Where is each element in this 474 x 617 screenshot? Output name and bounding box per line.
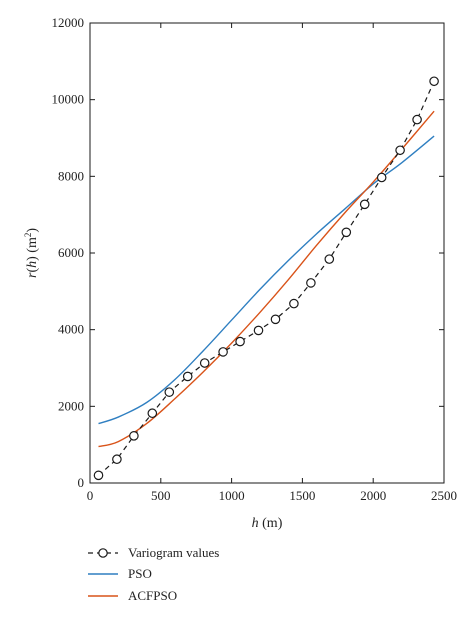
variogram-point bbox=[341, 227, 352, 238]
y-tick-label: 4000 bbox=[58, 322, 84, 337]
variogram-point bbox=[112, 454, 122, 465]
x-tick-label: 0 bbox=[87, 488, 94, 503]
legend-label-pso: PSO bbox=[128, 566, 152, 581]
variogram-point bbox=[412, 114, 422, 125]
y-tick-label: 10000 bbox=[52, 92, 85, 107]
variogram-point bbox=[199, 358, 210, 368]
plot-area bbox=[89, 22, 445, 484]
legend-label-acfpso: ACFPSO bbox=[128, 588, 177, 603]
legend: Variogram values PSO ACFPSO bbox=[88, 545, 219, 603]
x-tick-label: 2500 bbox=[431, 488, 457, 503]
variogram-point bbox=[289, 298, 299, 309]
series-line-pso bbox=[98, 135, 435, 425]
variogram-point bbox=[253, 325, 264, 336]
legend-item-variogram: Variogram values bbox=[88, 545, 219, 560]
series-layer bbox=[93, 76, 439, 481]
y-tick-label: 0 bbox=[78, 475, 85, 490]
x-tick-label: 1000 bbox=[219, 488, 245, 503]
variogram-point bbox=[359, 199, 370, 210]
y-tick-label: 2000 bbox=[58, 398, 84, 413]
variogram-point bbox=[164, 387, 175, 397]
y-tick-label: 6000 bbox=[58, 245, 84, 260]
series-line-variogram bbox=[98, 81, 435, 476]
variogram-point bbox=[93, 470, 104, 481]
legend-item-acfpso: ACFPSO bbox=[88, 588, 177, 603]
variogram-point bbox=[306, 278, 316, 288]
legend-item-pso: PSO bbox=[88, 566, 152, 581]
series-line-acfpso bbox=[98, 110, 435, 448]
variogram-point bbox=[376, 172, 387, 183]
variogram-point bbox=[324, 254, 335, 264]
x-axis-label: h (m) bbox=[252, 516, 283, 531]
x-axis: 0 500 1000 1500 2000 2500 bbox=[87, 23, 457, 503]
y-axis-label: r(h) (m2) bbox=[23, 228, 40, 278]
variogram-point bbox=[235, 336, 245, 347]
variogram-point bbox=[182, 371, 193, 382]
variogram-point bbox=[218, 347, 228, 357]
variogram-point bbox=[429, 76, 439, 87]
legend-label-variogram: Variogram values bbox=[128, 545, 219, 560]
variogram-point bbox=[147, 408, 158, 419]
x-tick-label: 500 bbox=[151, 488, 171, 503]
y-tick-label: 12000 bbox=[52, 15, 85, 30]
y-tick-label: 8000 bbox=[58, 168, 84, 183]
variogram-point bbox=[270, 314, 281, 325]
variogram-point bbox=[129, 431, 139, 441]
variogram-point bbox=[395, 145, 405, 156]
x-tick-label: 2000 bbox=[360, 488, 386, 503]
y-axis: 0 2000 4000 6000 8000 10000 12000 bbox=[52, 15, 444, 490]
x-tick-label: 1500 bbox=[289, 488, 315, 503]
legend-swatch-variogram-marker bbox=[98, 548, 108, 558]
